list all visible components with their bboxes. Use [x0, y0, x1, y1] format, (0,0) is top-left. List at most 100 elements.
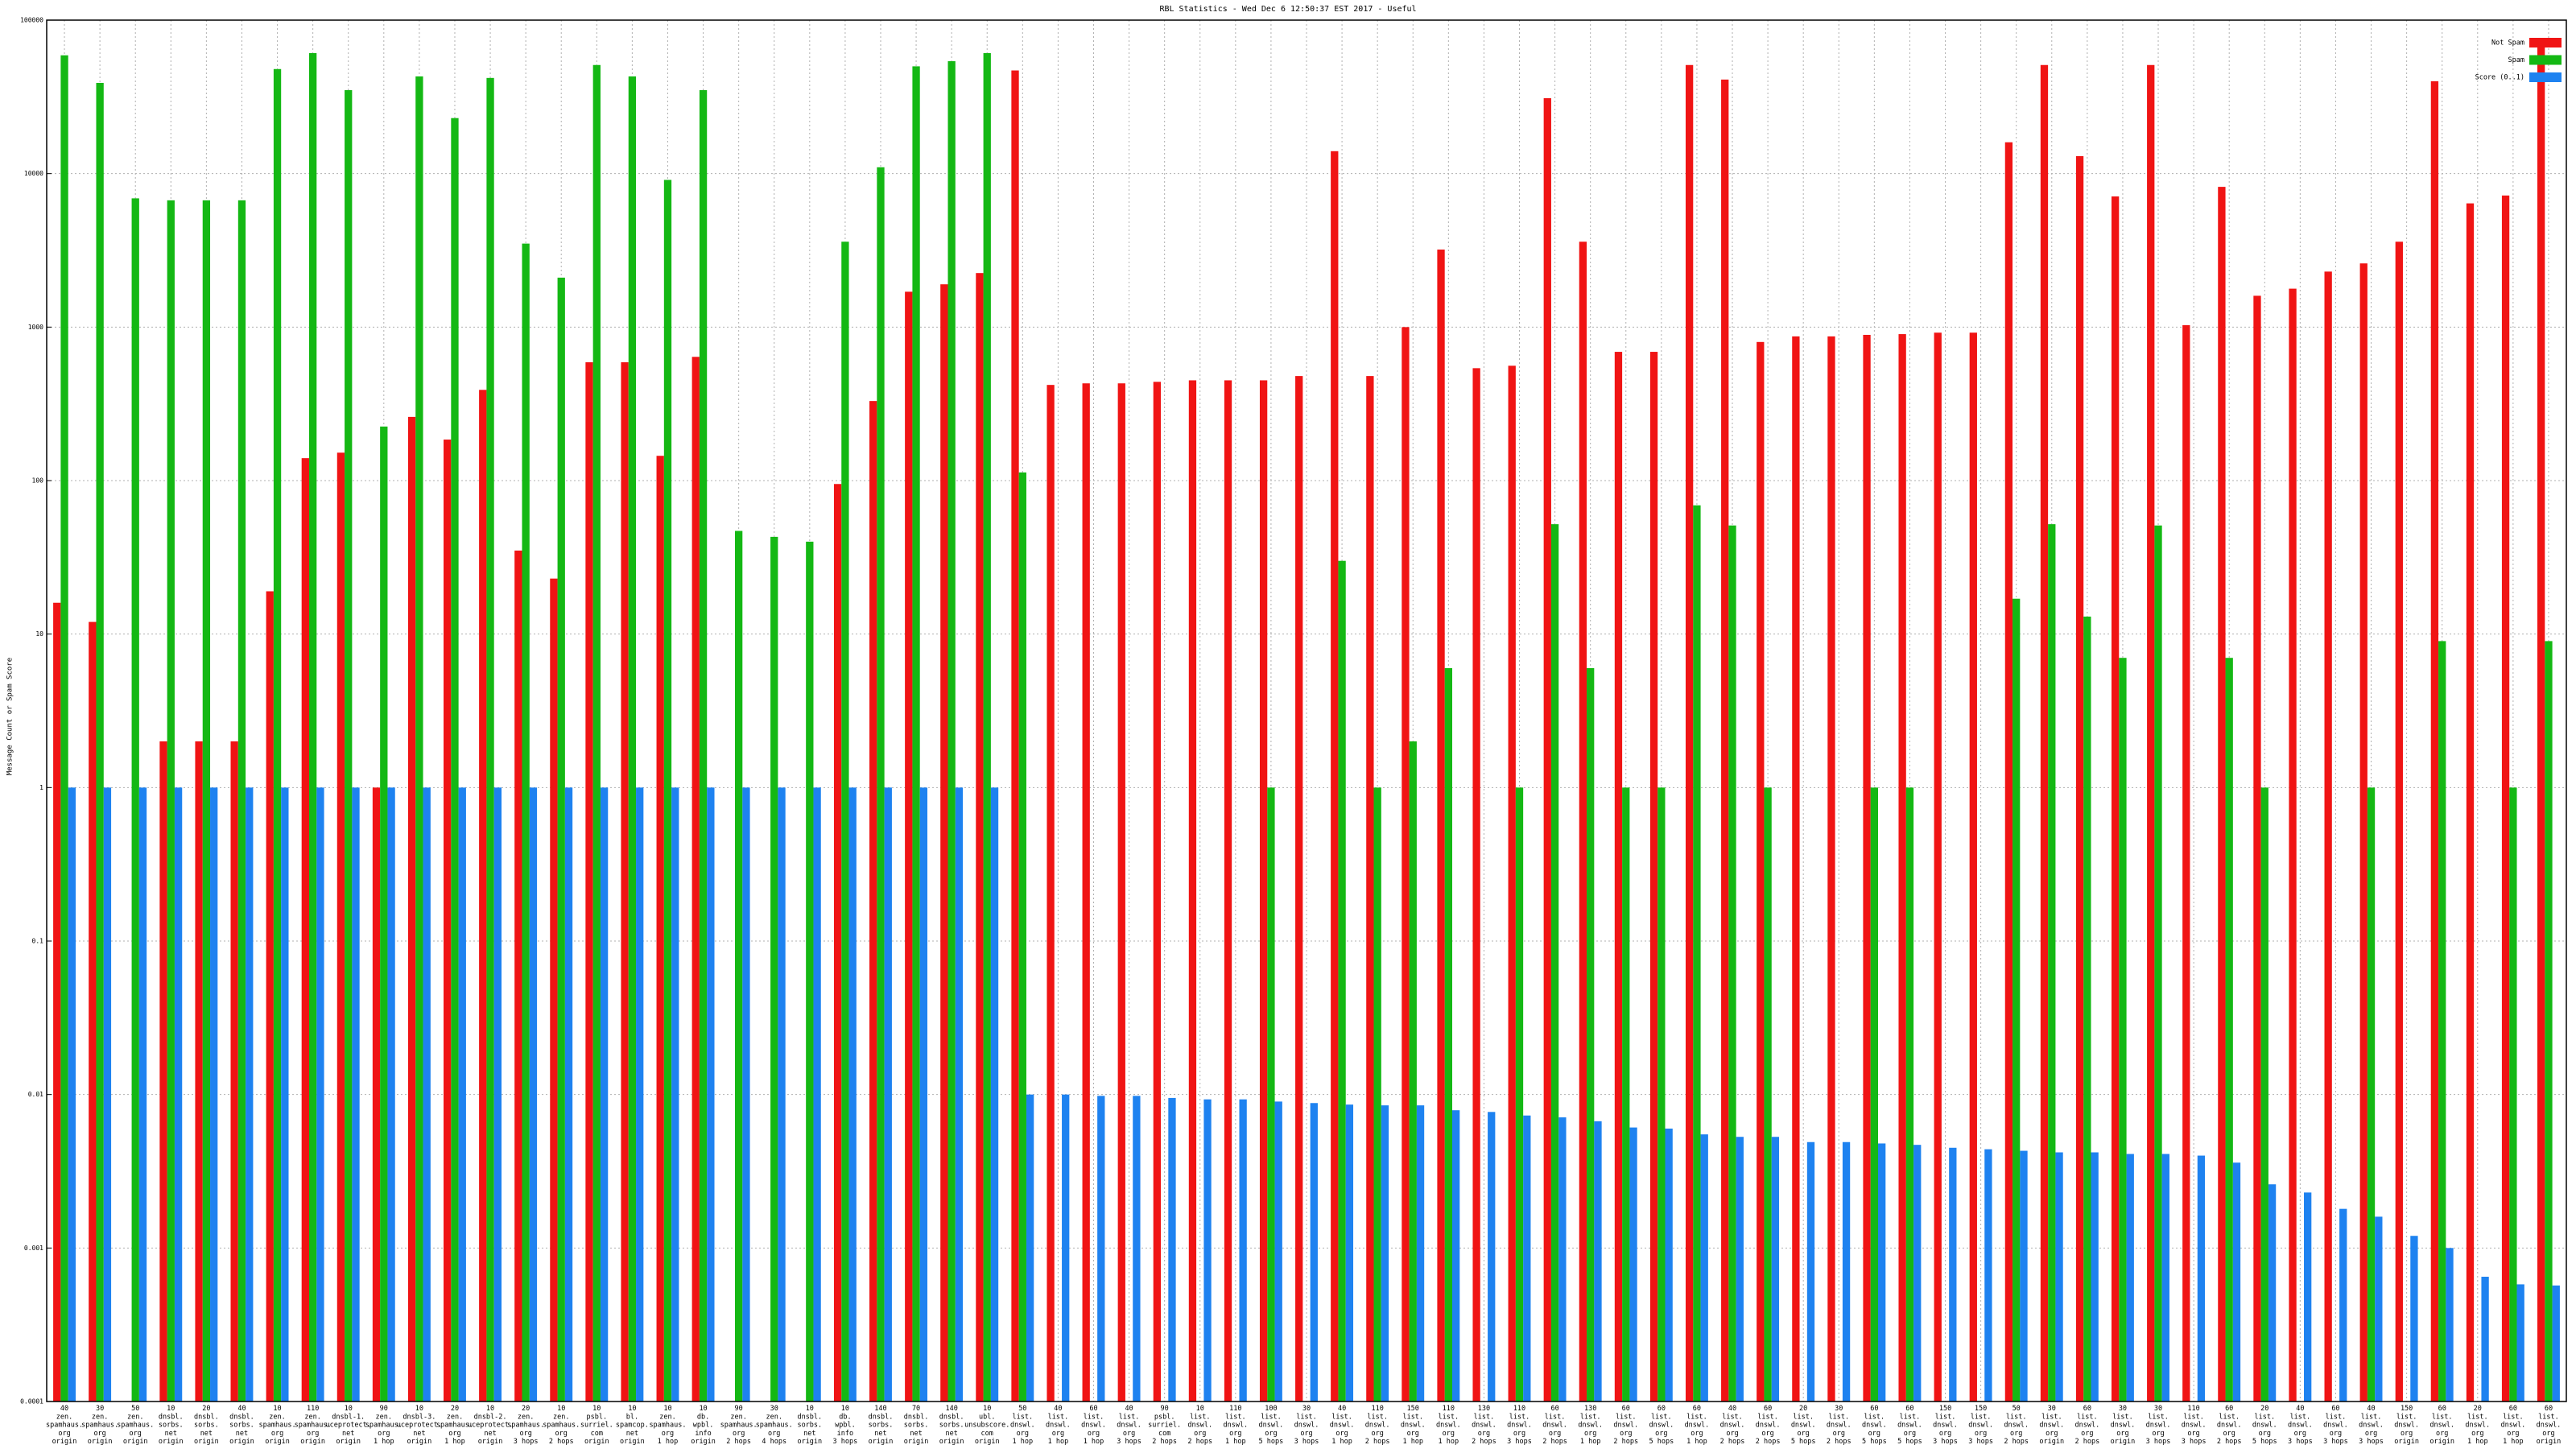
- x-tick-label-line: list.: [1439, 1413, 1459, 1421]
- x-tick-label-line: surriel.: [1148, 1421, 1181, 1429]
- x-tick-label-line: 60: [1693, 1405, 1701, 1413]
- bar: [1614, 352, 1623, 1402]
- x-tick-label-line: 30: [2154, 1405, 2162, 1413]
- x-tick-label: 10 zen. spamhaus. org origin: [259, 1405, 296, 1446]
- bar: [940, 284, 948, 1402]
- x-tick-label-line: origin: [159, 1438, 184, 1446]
- x-tick-label: 150 list. dnswl. org origin: [2394, 1405, 2419, 1446]
- y-tick-label: 1: [39, 784, 43, 791]
- bar: [1402, 327, 1410, 1402]
- bar: [2430, 80, 2439, 1402]
- bar: [1863, 334, 1871, 1402]
- legend-swatch: [2529, 38, 2562, 47]
- x-tick-label-line: 110: [307, 1405, 319, 1413]
- x-tick-label-line: dnsbl.: [159, 1413, 184, 1421]
- x-tick-label-line: 1 hop: [1084, 1438, 1104, 1446]
- x-tick-label-line: 10: [663, 1405, 671, 1413]
- x-tick-label-line: org: [1088, 1429, 1100, 1437]
- x-tick-label-line: 60: [2545, 1405, 2553, 1413]
- bar: [1046, 385, 1055, 1402]
- x-tick-label-line: origin: [88, 1438, 113, 1446]
- x-tick-label-line: org: [2259, 1429, 2271, 1437]
- bar: [2268, 1184, 2277, 1402]
- x-tick-label-line: 1 hop: [1331, 1438, 1352, 1446]
- bar: [2367, 787, 2376, 1402]
- x-tick-label-line: 30: [2119, 1405, 2127, 1413]
- x-tick-label-line: origin: [2394, 1438, 2419, 1446]
- x-tick-label-line: sorbs.: [194, 1421, 219, 1429]
- x-tick-label-line: list.: [1864, 1413, 1885, 1421]
- x-tick-label-line: spamhaus.: [117, 1421, 154, 1429]
- x-tick-label-line: ubl.: [979, 1413, 995, 1421]
- bar: [2516, 1284, 2524, 1402]
- x-tick-label-line: 30: [1835, 1405, 1843, 1413]
- x-tick-label: 90 zen. spamhaus. org 2 hops: [720, 1405, 758, 1446]
- bar: [1097, 1096, 1105, 1402]
- x-tick-label: 10 db. wpbl. info origin: [691, 1405, 716, 1446]
- x-tick-label-line: list.: [1367, 1413, 1388, 1421]
- x-tick-label-line: 2 hops: [1613, 1438, 1638, 1446]
- x-tick-label-line: org: [555, 1429, 568, 1437]
- x-tick-label-line: 2 hops: [1152, 1438, 1177, 1446]
- x-tick-label-line: 2 hops: [2004, 1438, 2029, 1446]
- x-tick-label: 60 list. dnswl. org 3 hops: [2323, 1405, 2348, 1446]
- x-tick-label-line: list.: [1651, 1413, 1672, 1421]
- bar: [550, 578, 558, 1402]
- x-tick-label-line: 3 hops: [2146, 1438, 2171, 1446]
- x-tick-label-line: zen.: [376, 1413, 392, 1421]
- x-tick-label-line: origin: [975, 1438, 1000, 1446]
- bar: [53, 602, 61, 1402]
- x-tick-label-line: net: [413, 1429, 425, 1437]
- bar: [1550, 524, 1559, 1402]
- x-tick-label-line: dnsbl.: [869, 1413, 894, 1421]
- x-tick-label: 40 list. dnswl. org 3 hops: [1117, 1405, 1141, 1446]
- x-tick-label-line: 1 hop: [1402, 1438, 1423, 1446]
- bar: [2509, 787, 2517, 1402]
- bar: [479, 390, 487, 1402]
- x-tick-label-line: 10: [628, 1405, 636, 1413]
- bar: [1558, 1117, 1567, 1402]
- x-tick-label-line: org: [93, 1429, 105, 1437]
- x-tick-label: 20 zen. spamhaus. org 3 hops: [507, 1405, 544, 1446]
- x-tick-label-line: org: [2294, 1429, 2306, 1437]
- x-tick-label-line: org: [1726, 1429, 1738, 1437]
- x-tick-label-line: list.: [2112, 1413, 2133, 1421]
- x-tick-label-line: net: [626, 1429, 638, 1437]
- bar: [1381, 1105, 1389, 1402]
- bar: [2013, 598, 2021, 1402]
- bar: [301, 458, 309, 1402]
- x-tick-label-line: origin: [265, 1438, 290, 1446]
- x-tick-label-line: 10: [415, 1405, 423, 1413]
- bar: [955, 787, 964, 1402]
- x-tick-label-line: spamhaus.: [295, 1421, 332, 1429]
- x-tick-label-line: dnswl.: [1436, 1421, 1461, 1429]
- x-tick-label-line: origin: [2039, 1438, 2064, 1446]
- x-tick-label-line: org: [1620, 1429, 1632, 1437]
- x-tick-label: 110 list. dnswl. org 1 hop: [1436, 1405, 1461, 1446]
- x-tick-label-line: list.: [1296, 1413, 1317, 1421]
- x-tick-label: 10 dnsbl-1. uceprotect. net origin: [326, 1405, 371, 1446]
- y-tick-label: 0.1: [32, 938, 44, 945]
- x-tick-label-line: 5 hops: [1791, 1438, 1816, 1446]
- x-tick-label-line: dnswl.: [1259, 1421, 1284, 1429]
- x-tick-label: 60 list. dnswl. org 1 hop: [1081, 1405, 1106, 1446]
- x-tick-label-line: 60: [1870, 1405, 1878, 1413]
- bar: [990, 787, 999, 1402]
- y-tick-label: 10000: [24, 170, 43, 177]
- x-tick-label-line: bl.: [626, 1413, 638, 1421]
- x-tick-label-line: 10: [167, 1405, 175, 1413]
- bar: [2438, 641, 2446, 1402]
- bar: [2395, 242, 2403, 1402]
- bar: [1259, 380, 1268, 1402]
- x-tick-label-line: 2 hops: [1542, 1438, 1567, 1446]
- x-tick-label-line: 2 hops: [726, 1438, 751, 1446]
- x-tick-label-line: 40: [2296, 1405, 2304, 1413]
- bar: [877, 167, 885, 1402]
- x-tick-label-line: list.: [1331, 1413, 1352, 1421]
- x-tick-label-line: list.: [2183, 1413, 2204, 1421]
- bar: [266, 591, 274, 1402]
- x-tick-label-line: org: [2116, 1429, 2128, 1437]
- bar: [1806, 1141, 1815, 1402]
- bar: [1728, 525, 1736, 1402]
- bar: [1700, 1134, 1708, 1402]
